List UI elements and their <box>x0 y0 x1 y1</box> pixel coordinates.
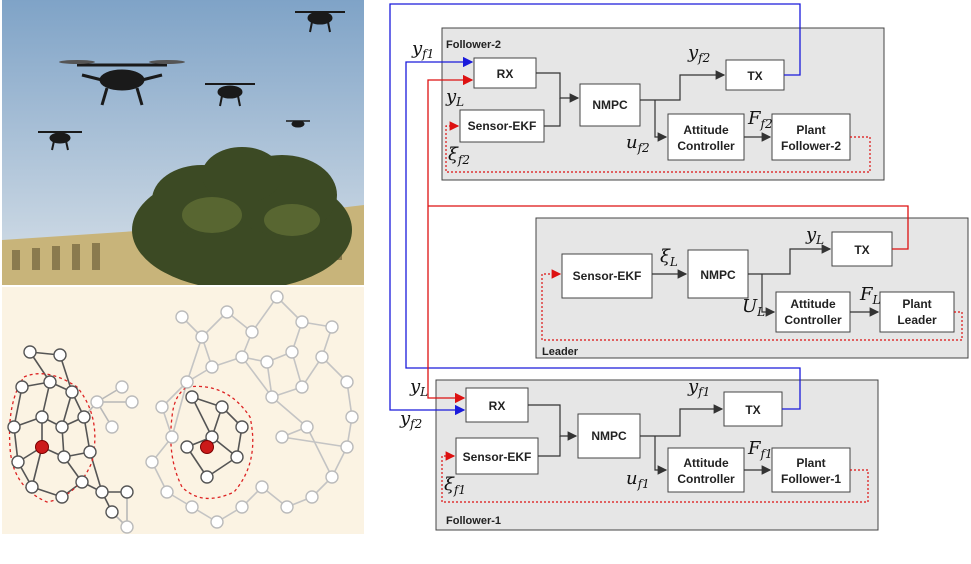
f1-nmpc-block: NMPC <box>591 429 627 443</box>
label-y-f2-bottom: yf2 <box>399 408 422 431</box>
leader-nmpc-block: NMPC <box>700 268 736 282</box>
f2-plant-label: Plant <box>796 123 825 137</box>
f2-controller-label: Controller <box>677 139 735 153</box>
label-u-f2: uf2 <box>626 132 650 155</box>
f2-tx-block: TX <box>747 69 762 83</box>
label-y-f1-tx: yf1 <box>687 376 710 399</box>
label-y-f2-tx: yf2 <box>687 42 710 65</box>
block-diagram: Follower-2 Leader Follower-1 RX Sensor-E… <box>389 3 969 531</box>
f2-nmpc-block: NMPC <box>592 98 628 112</box>
label-xi-f1: ξf1 <box>444 474 466 497</box>
leader-plant-name: Leader <box>897 313 937 327</box>
network-graph <box>2 287 364 534</box>
leader-tx-block: TX <box>854 243 869 257</box>
f1-controller-label: Controller <box>677 472 735 486</box>
f1-plant-label: Plant <box>796 456 825 470</box>
label-u-f1: uf1 <box>626 468 650 491</box>
label-xi-L: ξL <box>660 246 678 269</box>
label-y-L-bottom: yL <box>409 376 428 399</box>
label-U-L: UL <box>742 296 765 319</box>
label-y-L-top: yL <box>445 86 464 109</box>
drone-swarm-photo <box>2 0 364 285</box>
leader-sensor-ekf-block: Sensor-EKF <box>573 269 642 283</box>
graph-boundary <box>8 373 254 503</box>
leader-plant-label: Plant <box>902 297 931 311</box>
leader-attitude-label: Attitude <box>790 297 836 311</box>
leader-title: Leader <box>542 346 579 358</box>
f1-rx-block: RX <box>489 399 506 413</box>
follower2-title: Follower-2 <box>446 39 501 51</box>
graph-nodes <box>7 290 359 534</box>
f2-sensor-ekf-block: Sensor-EKF <box>468 119 537 133</box>
f1-sensor-ekf-block: Sensor-EKF <box>463 450 532 464</box>
f1-tx-block: TX <box>745 403 760 417</box>
label-F-L: FL <box>859 284 881 307</box>
label-F-f2: Ff2 <box>747 108 773 131</box>
f2-plant-name: Follower-2 <box>781 139 841 153</box>
leader-controller-label: Controller <box>784 313 842 327</box>
follower1-title: Follower-1 <box>446 515 501 527</box>
label-y-f1-top: yf1 <box>411 38 434 61</box>
label-y-L-tx: yL <box>805 224 824 247</box>
label-xi-f2: ξf2 <box>448 144 470 167</box>
f1-attitude-label: Attitude <box>683 456 729 470</box>
f2-rx-block: RX <box>497 67 514 81</box>
f1-plant-name: Follower-1 <box>781 472 841 486</box>
label-F-f1: Ff1 <box>747 438 773 461</box>
f2-attitude-label: Attitude <box>683 123 729 137</box>
